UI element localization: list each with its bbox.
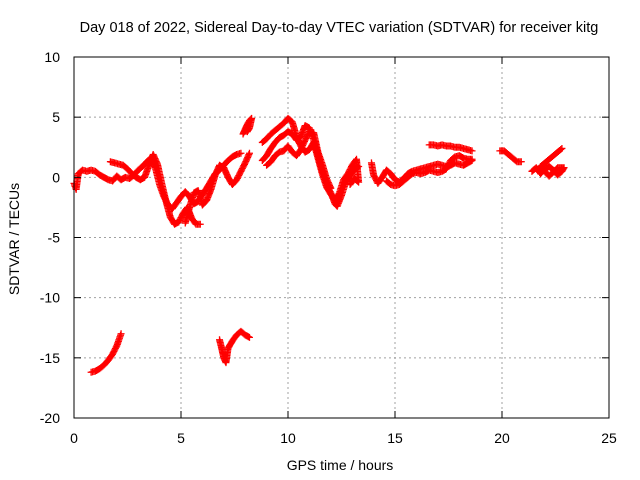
data-point-marker <box>243 128 251 136</box>
data-point-marker <box>117 330 125 338</box>
data-point-marker <box>245 149 253 157</box>
x-tick-label: 20 <box>494 430 510 446</box>
x-axis-label: GPS time / hours <box>287 457 394 473</box>
data-point-marker <box>468 155 476 163</box>
x-tick-label: 5 <box>177 430 185 446</box>
y-tick-label: 0 <box>52 169 60 185</box>
y-tick-label: -10 <box>40 290 60 306</box>
series-main-a <box>70 149 245 213</box>
x-tick-label: 10 <box>280 430 296 446</box>
data-point-marker <box>327 184 335 192</box>
data-point-marker <box>468 147 476 155</box>
y-tick-label: -20 <box>40 410 60 426</box>
series-outlier-a <box>87 330 125 376</box>
data-point-marker <box>347 179 355 187</box>
series-late-20 <box>496 147 525 166</box>
x-tick-label: 0 <box>70 430 78 446</box>
series-main-f <box>263 128 335 192</box>
series-upper-17 <box>425 141 476 155</box>
y-tick-label: -15 <box>40 350 60 366</box>
chart-title: Day 018 of 2022, Sidereal Day-to-day VTE… <box>80 20 599 36</box>
x-tick-label: 15 <box>387 430 403 446</box>
data-point-marker <box>558 144 566 152</box>
y-tick-label: -5 <box>48 230 61 246</box>
x-tick-label: 25 <box>601 430 617 446</box>
series-main-c <box>181 149 253 227</box>
data-point-marker <box>244 126 252 134</box>
data-point-marker <box>346 181 354 189</box>
data-point-marker <box>245 333 253 341</box>
series-main-h <box>382 152 476 190</box>
y-tick-label: 5 <box>52 109 60 125</box>
axis-ticks: 0 5 10 15 20 25 -20 -15 -10 -5 0 5 10 <box>40 49 617 446</box>
series-outlier-b <box>216 327 253 367</box>
y-tick-label: 10 <box>44 49 60 65</box>
data-point-marker <box>196 220 204 228</box>
series-late-22 <box>528 144 568 180</box>
data-series <box>70 114 568 376</box>
data-point-marker <box>517 158 525 166</box>
data-point-marker <box>557 145 565 153</box>
data-point-marker <box>237 149 245 157</box>
series-spike-8 <box>239 114 256 138</box>
y-axis-label: SDTVAR / TECUs <box>6 183 22 295</box>
